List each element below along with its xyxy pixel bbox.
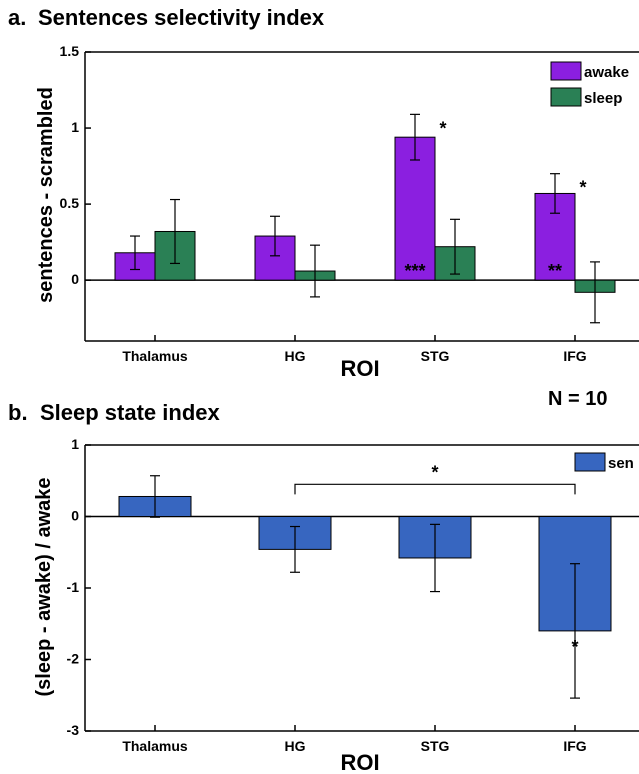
p1-y-tick-label: 0 — [71, 271, 79, 287]
p2-legend-label-sen: sen — [608, 455, 634, 472]
panel-a-xlabel: ROI — [340, 356, 379, 381]
p1-x-tick-label: HG — [285, 348, 306, 364]
p1-y-tick-label: 1.5 — [60, 43, 80, 59]
plot-b: 1 0 -1 -2 -3 Thalamus HG STG IFG * * sen — [67, 436, 639, 754]
p1-x-tick-label: IFG — [563, 348, 586, 364]
p2-significance-marker: * — [571, 637, 578, 657]
p1-significance-marker: * — [439, 118, 446, 138]
p1-significance-marker: * — [579, 178, 586, 198]
panel-a-title: Sentences selectivity index — [38, 5, 325, 30]
p2-comparison-bracket — [294, 483, 576, 495]
p1-x-tick-label: Thalamus — [122, 348, 188, 364]
panel-b-ylabel: (sleep - awake) / awake — [33, 477, 55, 696]
p2-bracket-marker: * — [431, 462, 438, 482]
p2-x-tick-label: Thalamus — [122, 738, 188, 754]
p2-y-tick-label: -1 — [67, 579, 80, 595]
p1-legend-swatch-sleep — [550, 87, 582, 107]
p2-legend-swatch-sen — [574, 452, 606, 472]
p2-x-tick-label: IFG — [563, 738, 586, 754]
panel-a-ylabel: sentences - scrambled — [35, 87, 57, 303]
panel-b-title: Sleep state index — [40, 400, 221, 425]
p2-y-tick-label: -3 — [67, 722, 80, 738]
p2-y-tick-label: 1 — [71, 436, 79, 452]
p1-legend-label-sleep: sleep — [584, 90, 622, 107]
panel-a-letter: a. — [8, 5, 26, 30]
panel-b-xlabel: ROI — [340, 750, 379, 774]
p1-significance-marker: *** — [404, 261, 425, 281]
p2-y-tick-label: 0 — [71, 508, 79, 524]
p2-x-tick-label: HG — [285, 738, 306, 754]
p1-legend-swatch-awake — [550, 61, 582, 81]
p1-x-tick-label: STG — [421, 348, 450, 364]
p1-y-tick-label: 0.5 — [60, 195, 80, 211]
p2-y-tick-label: -2 — [67, 651, 80, 667]
p1-legend-label-awake: awake — [584, 64, 629, 81]
p1-significance-marker: ** — [548, 261, 562, 281]
p2-x-tick-label: STG — [421, 738, 450, 754]
panel-b-letter: b. — [8, 400, 28, 425]
n-label: N = 10 — [548, 388, 607, 410]
p1-y-tick-label: 1 — [71, 119, 79, 135]
